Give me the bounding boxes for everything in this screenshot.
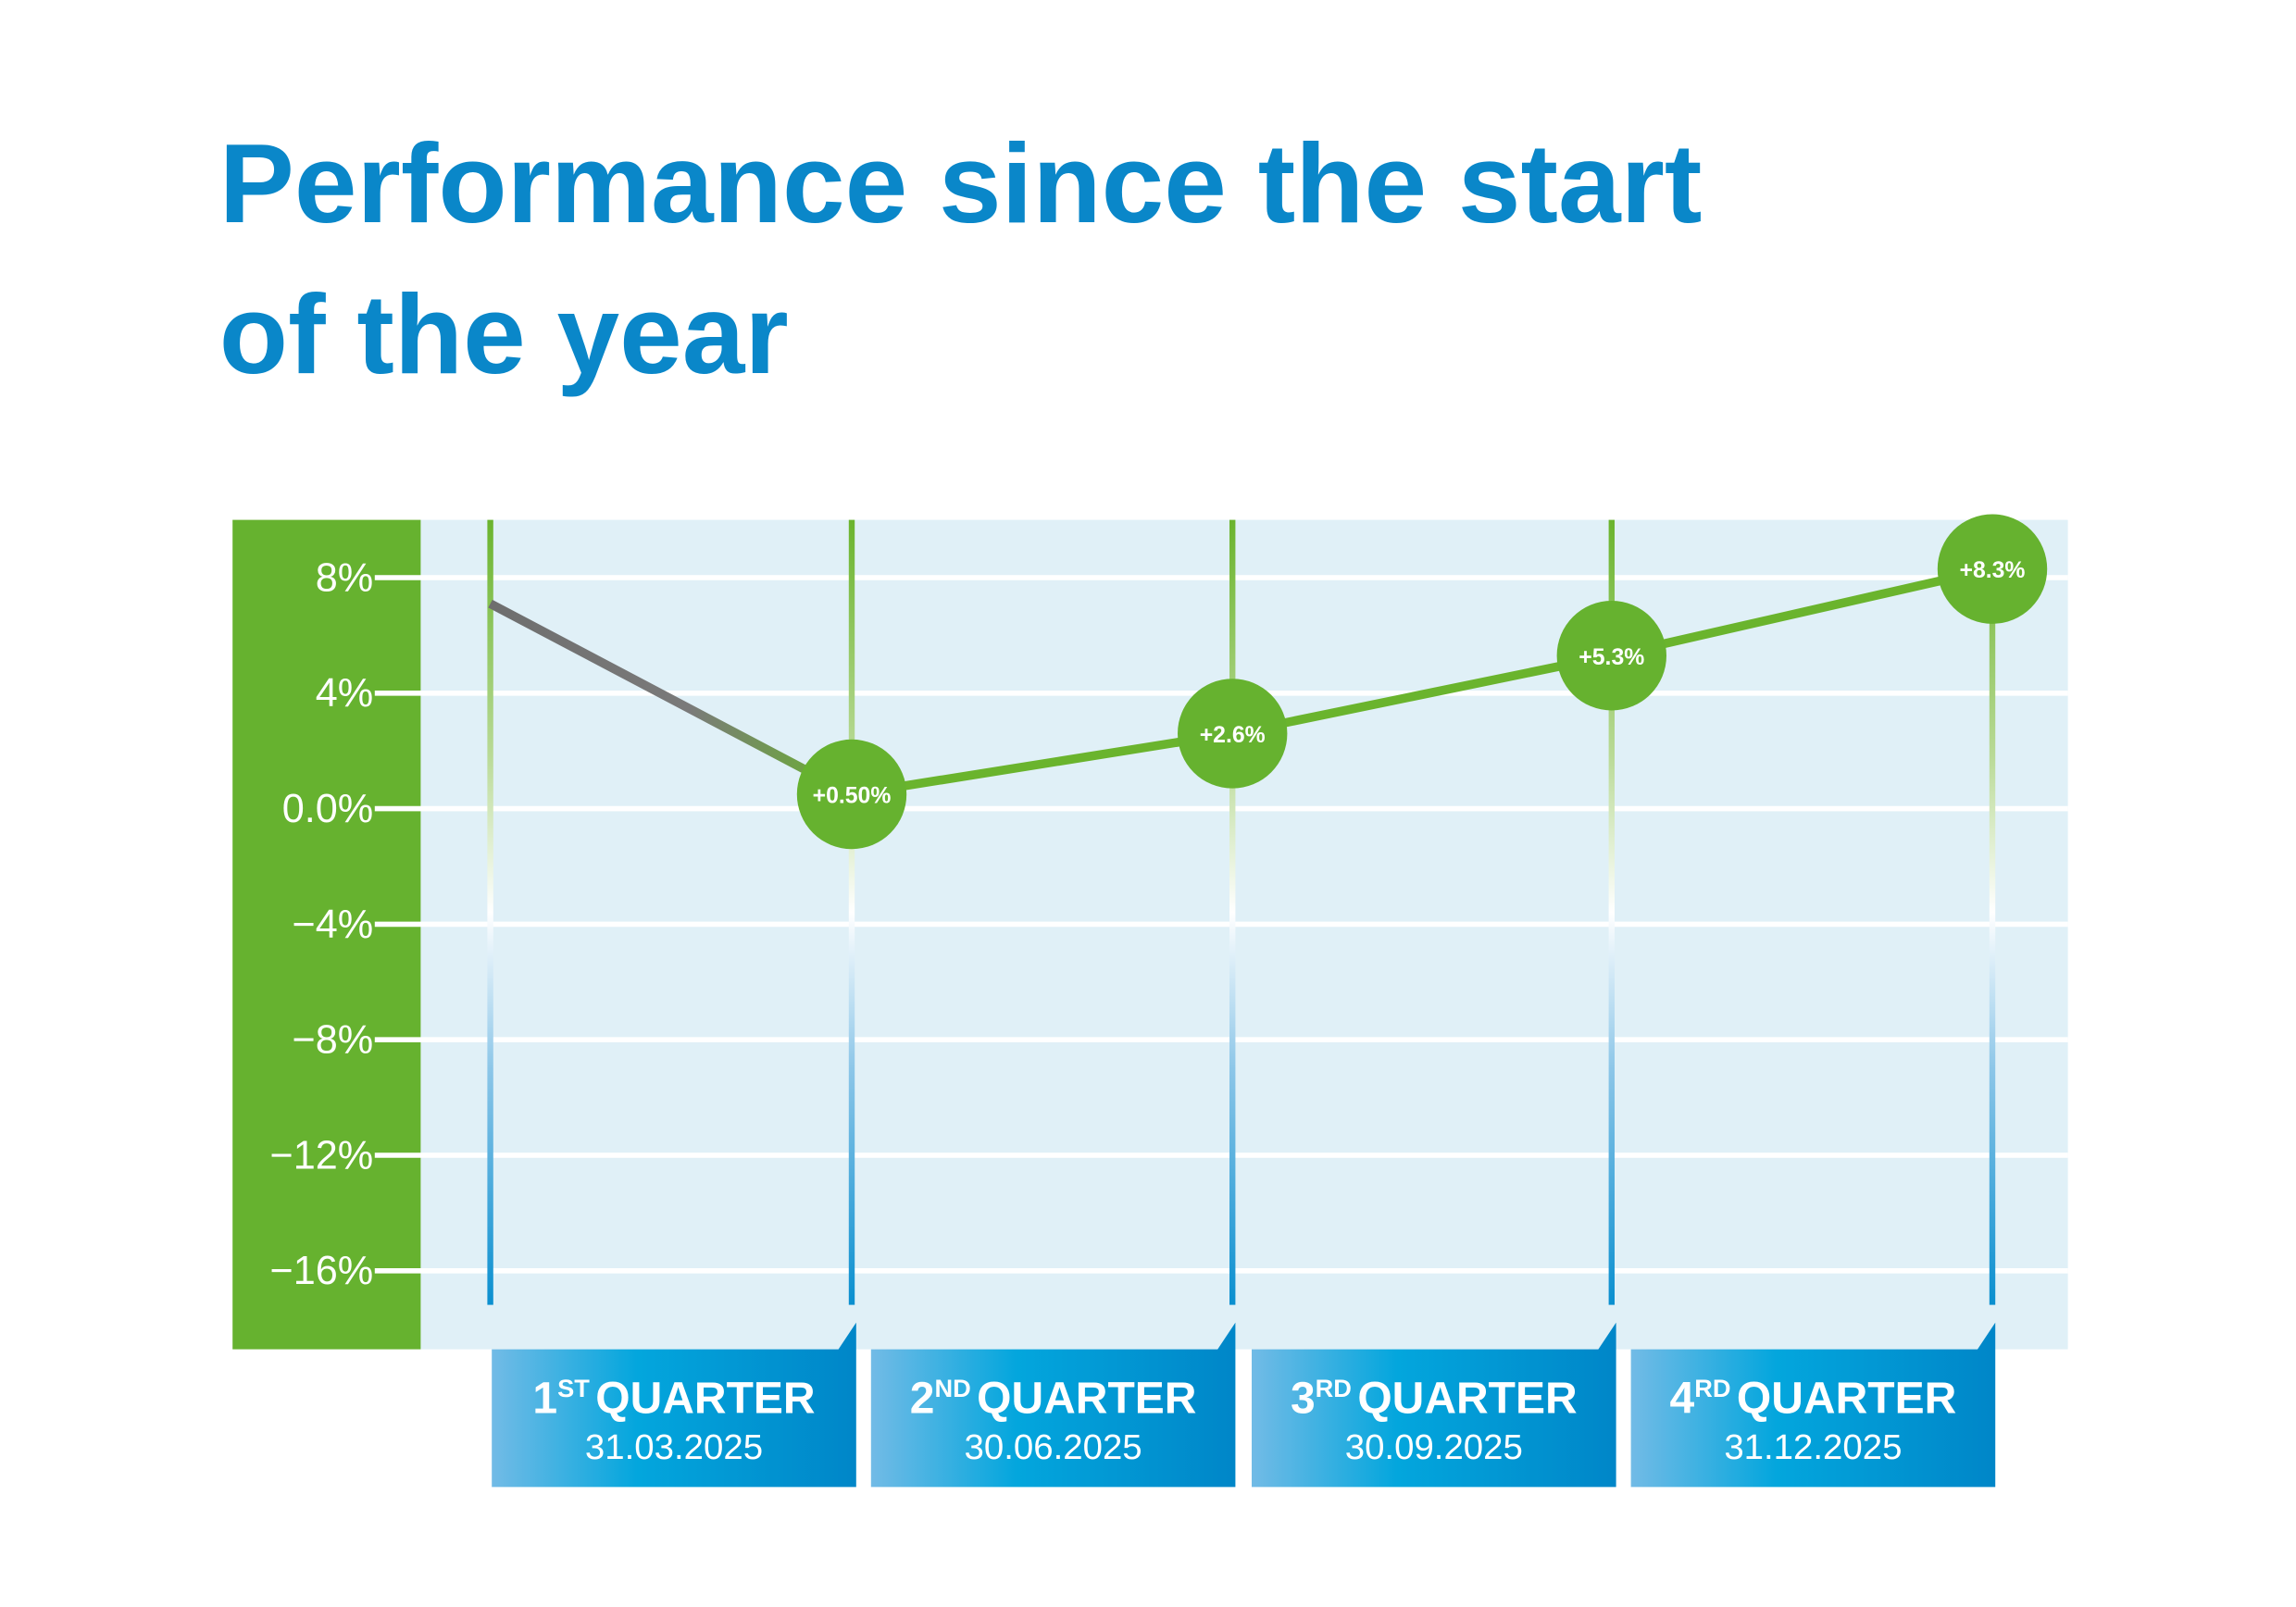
data-point — [1556, 601, 1666, 711]
y-tick-label: −12% — [270, 1133, 374, 1177]
quarter-word: QUARTER — [1357, 1374, 1577, 1423]
y-tick-label: 8% — [316, 555, 373, 600]
series-segment — [1610, 564, 1994, 660]
quarter-date: 30.09.2025 — [1345, 1427, 1523, 1467]
quarter-word: QUARTER — [977, 1374, 1196, 1423]
period-marker-line — [487, 519, 493, 1305]
quarter-ordinal-suffix: RD — [1694, 1374, 1730, 1402]
start-segment — [488, 599, 855, 799]
chart-title-line-1: Performance since the start — [219, 120, 1703, 246]
quarter-heading: 2ND QUARTER — [910, 1374, 1197, 1424]
quarter-heading: 4RD QUARTER — [1670, 1374, 1957, 1424]
quarter-ordinal: 1 — [532, 1374, 557, 1423]
quarter-label-background — [1252, 1322, 1616, 1488]
quarter-date: 31.03.2025 — [585, 1427, 763, 1467]
y-tick-label: 4% — [316, 671, 373, 716]
series-segment — [1231, 651, 1613, 739]
series-segment — [851, 729, 1233, 799]
period-marker-line — [1608, 519, 1615, 1305]
quarter-word: QUARTER — [1737, 1374, 1956, 1423]
period-marker-line — [848, 519, 855, 1305]
data-label: +5.3% — [1578, 645, 1644, 670]
y-tick-label: −4% — [293, 903, 374, 947]
quarter-heading: 3RD QUARTER — [1291, 1374, 1578, 1424]
quarter-label-background — [492, 1322, 856, 1488]
quarter-word: QUARTER — [595, 1374, 815, 1423]
chart-title-line-2: of the year — [219, 271, 789, 397]
y-axis-panel — [232, 519, 421, 1350]
data-point — [1937, 514, 2048, 624]
quarter-heading: 1ST QUARTER — [532, 1374, 815, 1424]
y-tick-label: −16% — [270, 1249, 374, 1293]
period-marker-line — [1989, 519, 1996, 1305]
data-label: +0.50% — [813, 784, 892, 809]
data-label: +2.6% — [1200, 723, 1266, 748]
quarter-ordinal: 3 — [1291, 1374, 1316, 1423]
quarter-label-background — [1630, 1322, 1996, 1488]
quarter-date: 31.12.2025 — [1724, 1427, 1902, 1467]
quarter-ordinal-suffix: ST — [557, 1374, 590, 1402]
data-point — [1178, 679, 1288, 789]
quarter-date: 30.06.2025 — [965, 1427, 1142, 1467]
quarter-label-background — [870, 1322, 1236, 1488]
quarter-ordinal: 4 — [1670, 1374, 1695, 1423]
data-label: +8.3% — [1959, 558, 2025, 583]
y-tick-label: 0.0% — [282, 787, 373, 831]
period-marker-line — [1229, 519, 1236, 1305]
data-point — [796, 739, 907, 850]
quarter-ordinal-suffix: ND — [934, 1374, 970, 1402]
quarter-ordinal: 2 — [910, 1374, 935, 1423]
quarter-ordinal-suffix: RD — [1316, 1374, 1352, 1402]
y-tick-label: −8% — [293, 1018, 374, 1063]
plot-background — [420, 519, 2068, 1350]
